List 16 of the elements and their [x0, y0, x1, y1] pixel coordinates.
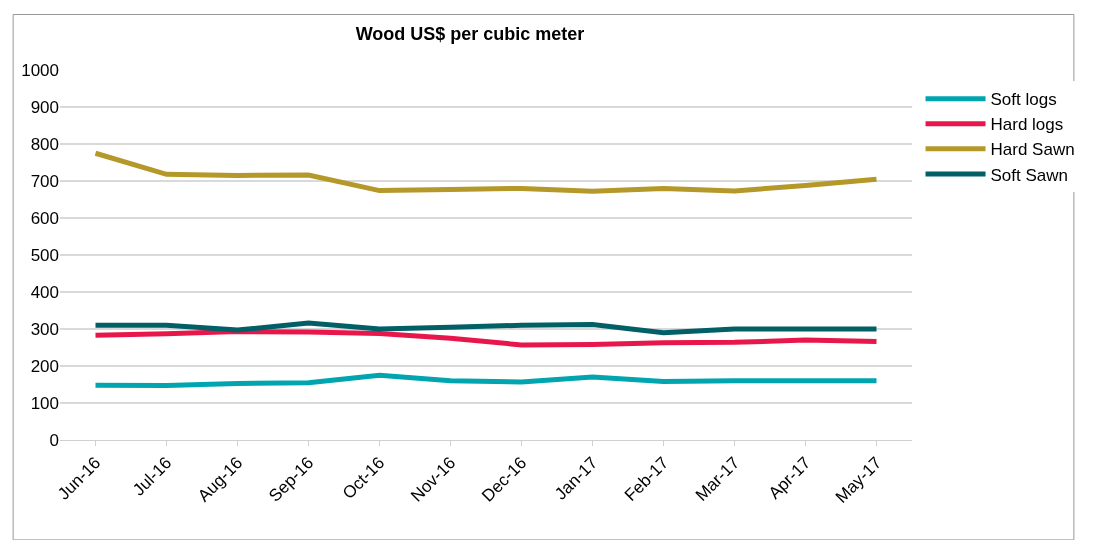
y-tick-label: 100: [30, 393, 59, 413]
y-tick-label: 600: [30, 208, 59, 228]
y-tick-label: 0: [49, 430, 59, 450]
y-tick-label: 900: [30, 97, 59, 117]
y-tick-label: 1000: [21, 60, 59, 80]
chart-title: Wood US$ per cubic meter: [355, 23, 585, 44]
legend-label: Soft logs: [990, 90, 1057, 110]
legend-label: Hard Sawn: [990, 140, 1075, 160]
y-tick-label: 300: [30, 319, 59, 339]
y-tick-label: 200: [30, 356, 59, 376]
y-tick-label: 800: [30, 134, 59, 154]
y-tick-label: 400: [30, 282, 59, 302]
legend-label: Hard logs: [990, 115, 1064, 135]
y-tick-label: 500: [30, 245, 59, 265]
legend-label: Soft Sawn: [990, 165, 1069, 185]
y-tick-label: 700: [30, 171, 59, 191]
